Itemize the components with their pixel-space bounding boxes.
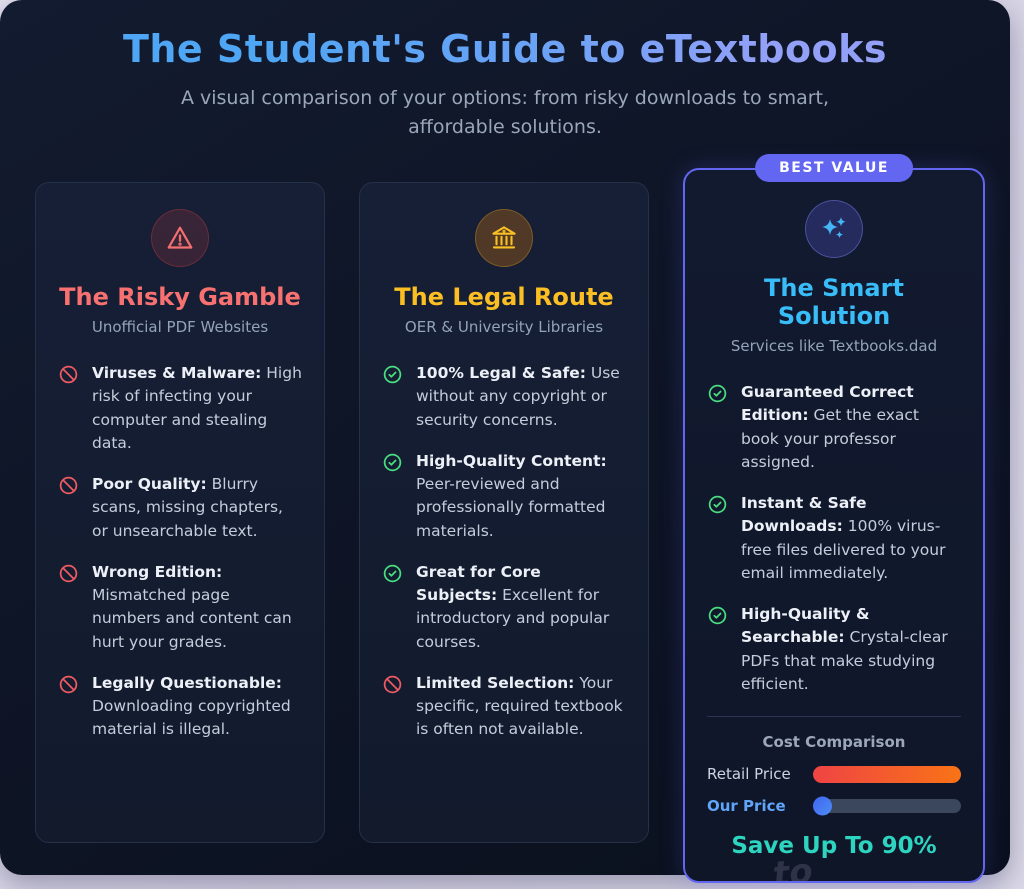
item-body: Your specific, required textbook is ofte…	[416, 673, 623, 739]
item-body: High risk of infecting your computer and…	[92, 364, 302, 452]
card-title: The Risky Gamble	[59, 283, 301, 311]
cost-comparison-section: Cost Comparison Retail Price Our Price S…	[707, 716, 961, 859]
card-risky-gamble: The Risky Gamble Unofficial PDF Websites…	[35, 182, 325, 843]
list-item-text: 100% Legal & Safe: Use without any copyr…	[416, 362, 626, 432]
check-circle-icon	[383, 564, 402, 582]
item-lead: Viruses & Malware:	[92, 364, 262, 382]
list-item: Instant & Safe Downloads: 100% virus-fre…	[707, 492, 961, 585]
page-header: The Student's Guide to eTextbooks A visu…	[0, 0, 1010, 141]
list-item-text: Viruses & Malware: High risk of infectin…	[92, 362, 302, 455]
list-item-text: Poor Quality: Blurry scans, missing chap…	[92, 473, 302, 543]
list-item: Poor Quality: Blurry scans, missing chap…	[58, 473, 302, 543]
list-item-text: Guaranteed Correct Edition: Get the exac…	[741, 381, 961, 474]
item-lead: Guaranteed Correct Edition:	[741, 383, 914, 425]
list-item: Limited Selection: Your specific, requir…	[382, 672, 626, 742]
our-price-label: Our Price	[707, 797, 786, 815]
our-price-dot	[813, 796, 832, 816]
item-lead: Legally Questionable:	[92, 673, 283, 692]
retail-price-bar	[813, 765, 961, 783]
list-item-text: Wrong Edition: Mismatched page numbers a…	[92, 561, 302, 654]
list-item: Wrong Edition: Mismatched page numbers a…	[58, 561, 302, 654]
card-subtitle: Unofficial PDF Websites	[91, 318, 269, 336]
main-panel: The Student's Guide to eTextbooks A visu…	[0, 0, 1010, 883]
warning-triangle-icon	[151, 209, 209, 267]
item-body: Peer-reviewed and professionally formatt…	[416, 475, 606, 540]
list-item: Viruses & Malware: High risk of infectin…	[58, 362, 302, 455]
card-title: The Smart Solution	[764, 274, 904, 330]
ban-icon	[59, 365, 78, 384]
list-item-text: Limited Selection: Your specific, requir…	[416, 672, 626, 742]
card-legal-route: The Legal Route OER & University Librari…	[359, 182, 649, 843]
retail-price-label: Retail Price	[707, 765, 791, 783]
page-title: The Student's Guide to eTextbooks	[122, 27, 888, 71]
list-item: High-Quality & Searchable: Crystal-clear…	[707, 603, 961, 696]
card-subtitle: OER & University Libraries	[404, 318, 604, 336]
ban-icon	[59, 564, 78, 582]
feature-list: 100% Legal & Safe: Use without any copyr…	[382, 362, 626, 742]
sparkles-icon	[805, 200, 863, 258]
retail-price-row: Retail Price	[707, 765, 961, 783]
card-title: The Legal Route	[394, 283, 614, 311]
item-lead: Limited Selection:	[416, 673, 575, 692]
item-body: Downloading copyrighted material is ille…	[92, 697, 291, 739]
card-head: The Legal Route OER & University Librari…	[382, 209, 626, 336]
page-subtitle: A visual comparison of your options: fro…	[180, 87, 830, 138]
card-subtitle: Services like Textbooks.dad	[730, 337, 938, 355]
item-lead: High-Quality & Searchable:	[741, 605, 870, 647]
item-body: Use without any copyright or security co…	[416, 364, 620, 429]
check-circle-icon	[708, 384, 727, 403]
item-body: Mismatched page numbers and content can …	[92, 586, 292, 651]
list-item-text: Great for Core Subjects: Excellent for i…	[416, 561, 626, 654]
list-item-text: High-Quality Content: Peer-reviewed and …	[416, 450, 626, 543]
cost-comparison-title: Cost Comparison	[762, 733, 906, 751]
item-lead: Poor Quality:	[92, 475, 207, 493]
feature-list: Guaranteed Correct Edition: Get the exac…	[707, 381, 961, 696]
check-circle-icon	[383, 365, 402, 384]
feature-list: Viruses & Malware: High risk of infectin…	[58, 362, 302, 742]
card-head: The Smart Solution Services like Textboo…	[707, 200, 961, 355]
ban-icon	[383, 675, 402, 693]
list-item: High-Quality Content: Peer-reviewed and …	[382, 450, 626, 543]
item-body: Get the exact book your professor assign…	[741, 406, 919, 471]
ban-icon	[59, 476, 78, 495]
list-item: Legally Questionable: Downloading copyri…	[58, 672, 302, 742]
item-lead: High-Quality Content:	[416, 451, 607, 470]
list-item-text: Legally Questionable: Downloading copyri…	[92, 672, 302, 742]
list-item-text: Instant & Safe Downloads: 100% virus-fre…	[741, 492, 961, 585]
check-circle-icon	[708, 495, 727, 514]
best-value-badge: BEST VALUE	[755, 154, 913, 182]
list-item-text: High-Quality & Searchable: Crystal-clear…	[741, 603, 961, 696]
list-item: 100% Legal & Safe: Use without any copyr…	[382, 362, 626, 432]
comparison-cards-row: The Risky Gamble Unofficial PDF Websites…	[35, 154, 985, 883]
item-lead: 100% Legal & Safe:	[416, 364, 586, 382]
savings-text: Save Up To 90%	[731, 833, 937, 859]
item-body: Crystal-clear PDFs that make studying ef…	[741, 628, 948, 693]
item-body: Excellent for introductory and popular c…	[416, 586, 610, 651]
item-lead: Instant & Safe Downloads:	[741, 494, 867, 536]
our-price-bar	[813, 796, 961, 816]
item-body: 100% virus-free files delivered to your …	[741, 517, 946, 582]
item-lead: Wrong Edition:	[92, 562, 223, 581]
check-circle-icon	[708, 606, 727, 625]
list-item: Guaranteed Correct Edition: Get the exac…	[707, 381, 961, 474]
check-circle-icon	[383, 453, 402, 471]
item-lead: Great for Core Subjects:	[416, 562, 541, 604]
item-body: Blurry scans, missing chapters, or unsea…	[92, 475, 283, 540]
bank-icon	[475, 209, 533, 267]
our-price-row: Our Price	[707, 796, 961, 816]
list-item: Great for Core Subjects: Excellent for i…	[382, 561, 626, 654]
ban-icon	[59, 675, 78, 693]
card-smart-solution: to BEST VALUE The Smart Solution Service…	[683, 154, 985, 883]
card-head: The Risky Gamble Unofficial PDF Websites	[58, 209, 302, 336]
